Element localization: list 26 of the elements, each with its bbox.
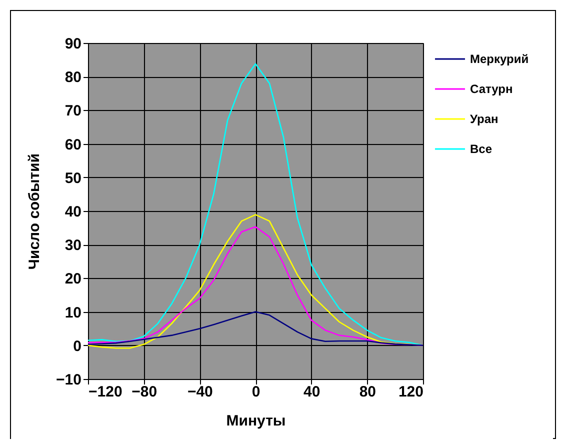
y-tick-label: 60	[64, 136, 82, 154]
y-tick-label: 80	[64, 69, 82, 86]
x-tick-label: −40	[187, 384, 213, 400]
y-tick-label: 40	[64, 204, 82, 220]
y-tick-label: 30	[64, 237, 82, 254]
x-tick-label: 120	[398, 384, 424, 400]
y-tick-label: 10	[64, 304, 82, 322]
y-tick-label: 90	[64, 36, 82, 52]
legend-label: Меркурий	[470, 52, 529, 66]
y-tick-label: 70	[64, 102, 82, 120]
legend-label: Уран	[470, 112, 498, 126]
x-tick-label: 40	[303, 384, 320, 400]
legend-label: Все	[470, 142, 492, 156]
y-tick-label: 0	[73, 338, 82, 355]
x-tick-label: −120	[88, 384, 122, 400]
x-tick-label: 0	[252, 384, 260, 400]
y-tick-label: 50	[64, 170, 82, 187]
legend-label: Сатурн	[470, 82, 513, 96]
line-series	[87, 63, 424, 346]
y-tick-label: −10	[56, 372, 82, 388]
y-axis-title: Число событий	[26, 153, 44, 270]
x-tick-label: −80	[132, 384, 158, 400]
y-tick-label: 20	[64, 270, 82, 288]
x-axis-title: Минуты	[226, 412, 286, 430]
x-tick-label: 80	[359, 384, 376, 400]
line-series	[87, 311, 424, 346]
